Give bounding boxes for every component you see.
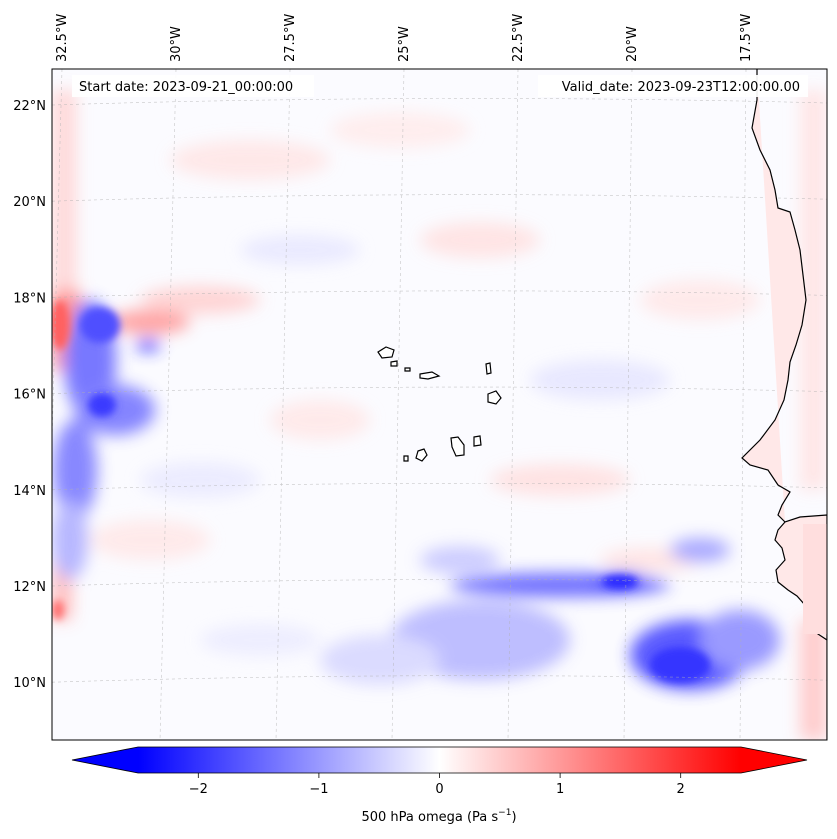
parallel-gridline — [52, 386, 827, 394]
meridian-gridline — [391, 69, 405, 740]
omega-negative-region — [320, 635, 440, 685]
colorbar-outline — [71, 746, 808, 774]
omega-positive-core — [52, 600, 64, 620]
start-date-box — [72, 75, 314, 97]
omega-negative-region — [530, 360, 670, 400]
latitude-tick-label: 20°N — [13, 195, 46, 210]
latitude-tick-label: 18°N — [13, 291, 46, 306]
omega-positive-region — [420, 222, 540, 258]
valid-date-label: Valid_date: 2023-09-23T12:00:00.00 — [562, 80, 800, 95]
meridian-gridline — [623, 69, 633, 740]
omega-positive-region — [140, 286, 260, 314]
longitude-labels: 32.5°W 30°W 27.5°W 25°W 22.5°W 20°W 17.5°W — [55, 14, 754, 62]
island-sal — [485, 362, 492, 375]
parallel-gridline — [52, 482, 827, 491]
latitude-tick-label: 14°N — [13, 484, 46, 499]
longitude-tick-label: 25°W — [397, 26, 412, 62]
latitude-tick-label: 10°N — [13, 676, 46, 691]
omega-negative-core — [80, 307, 120, 343]
omega-positive-region — [52, 90, 76, 290]
island-sao-nicolau — [419, 371, 441, 380]
colorbar-tick-label: 1 — [556, 782, 564, 797]
colorbar-title-text: 500 hPa omega (Pa s — [361, 810, 498, 825]
parallel-gridline — [52, 579, 827, 587]
start-date-label: Start date: 2023-09-21_00:00:00 — [79, 80, 293, 95]
colorbar-tick-label: −1 — [309, 782, 328, 797]
colorbar-min-extension — [72, 747, 138, 773]
omega-field — [52, 90, 827, 740]
latitude-tick-label: 22°N — [13, 99, 46, 114]
valid-date-box — [538, 75, 808, 97]
omega-negative-core — [602, 575, 638, 589]
island-sao-vicente — [390, 360, 398, 367]
colorbar-ticks: −2 −1 0 1 2 — [189, 773, 685, 797]
omega-negative-region — [200, 624, 320, 656]
latitude-labels: 22°N 20°N 18°N 16°N 14°N 12°N 10°N — [13, 99, 46, 691]
omega-negative-core — [88, 393, 116, 417]
cape-verde-islands — [377, 346, 502, 462]
island-maio — [473, 435, 482, 447]
omega-positive-region — [270, 400, 370, 440]
island-boa-vista — [487, 390, 502, 405]
omega-negative-core — [650, 647, 710, 683]
omega-negative-region — [670, 538, 730, 562]
longitude-tick-label: 32.5°W — [55, 14, 70, 62]
colorbar-title-exponent: −1 — [498, 808, 511, 818]
omega-positive-region — [110, 310, 190, 334]
parallel-gridline — [52, 675, 827, 683]
latitude-tick-label: 12°N — [13, 580, 46, 595]
island-fogo — [415, 448, 428, 462]
parallel-gridline — [52, 98, 827, 106]
longitude-tick-label: 27.5°W — [283, 14, 298, 62]
parallel-gridline — [52, 194, 827, 202]
longitude-tick-label: 30°W — [169, 26, 184, 62]
omega-negative-region — [53, 420, 97, 520]
omega-positive-region — [170, 140, 330, 180]
meridian-gridline — [275, 69, 291, 740]
omega-negative-region — [52, 500, 88, 580]
island-santa-luzia — [404, 367, 411, 372]
colorbar-max-extension — [741, 747, 807, 773]
colorbar: −2 −1 0 1 2 500 hPa omega (Pa s−1) — [71, 746, 808, 825]
colorbar-title: 500 hPa omega (Pa s−1) — [361, 808, 516, 825]
longitude-tick-label: 22.5°W — [511, 14, 526, 62]
colorbar-tick-label: 0 — [435, 782, 443, 797]
omega-positive-region — [330, 112, 470, 148]
island-brava — [403, 455, 409, 462]
longitude-tick-label: 17.5°W — [739, 14, 754, 62]
latitude-tick-label: 16°N — [13, 388, 46, 403]
omega-positive-region — [90, 520, 210, 560]
omega-negative-region — [136, 339, 160, 351]
map-frame — [51, 68, 828, 741]
colorbar-title-close: ) — [511, 810, 516, 825]
omega-negative-region — [420, 546, 500, 574]
island-santiago — [450, 436, 465, 457]
parallel-gridline — [52, 290, 827, 298]
omega-positive-core — [52, 300, 70, 350]
omega-negative-region — [140, 462, 260, 498]
omega-negative-region — [700, 610, 780, 670]
omega-negative-region — [75, 385, 155, 435]
omega-negative-region — [240, 235, 360, 265]
meridian-gridline — [159, 69, 177, 740]
island-santo-antao — [377, 346, 395, 359]
meridian-gridline — [507, 69, 519, 740]
colorbar-gradient — [138, 747, 741, 773]
gridlines — [52, 69, 827, 740]
guinea-bissau-land — [803, 524, 827, 634]
colorbar-tick-label: 2 — [677, 782, 685, 797]
omega-positive-region — [490, 464, 630, 496]
longitude-tick-label: 20°W — [625, 26, 640, 62]
map-panel — [52, 69, 827, 740]
omega-positive-region — [640, 280, 760, 320]
colorbar-tick-label: −2 — [189, 782, 208, 797]
meridian-gridline — [739, 69, 747, 740]
